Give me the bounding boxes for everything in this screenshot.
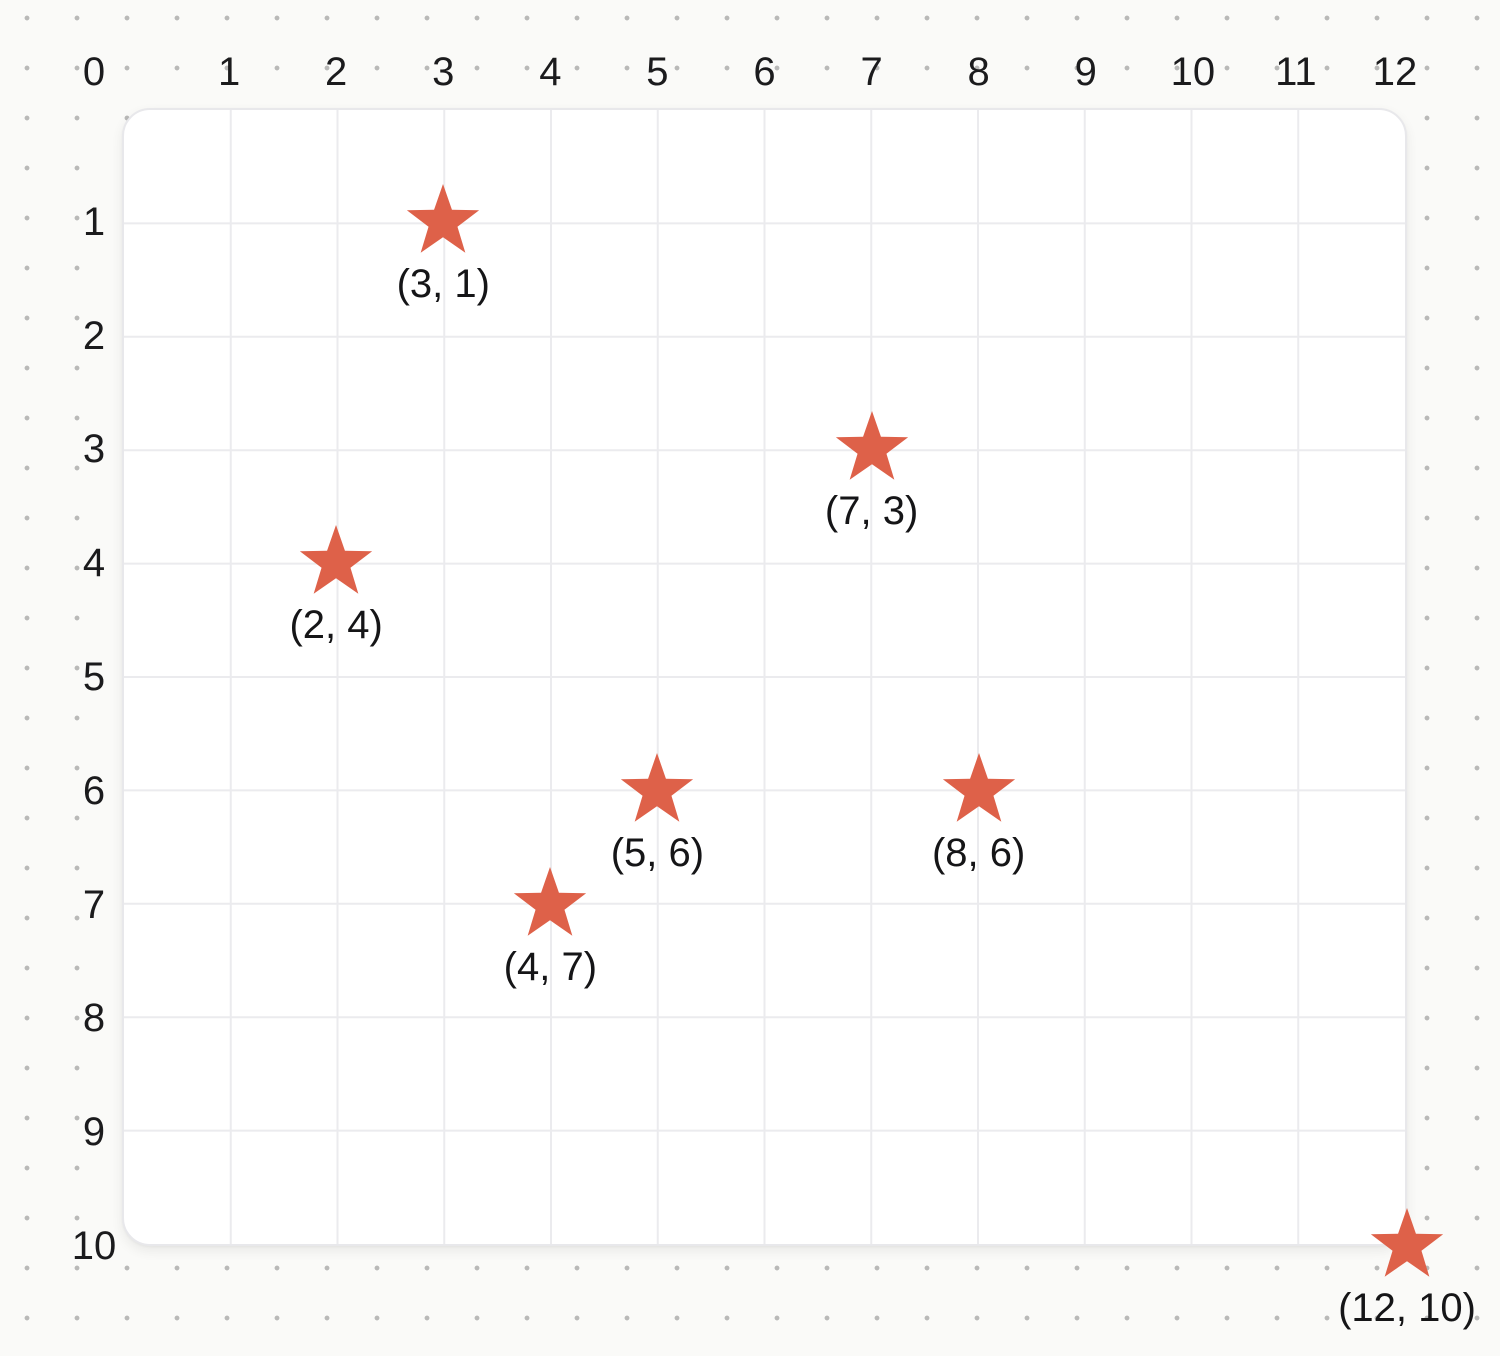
x-tick-label: 10 (1170, 50, 1216, 94)
point-label: (4, 7) (503, 944, 598, 989)
y-tick-label: 7 (82, 882, 106, 927)
point-label: (2, 4) (289, 603, 383, 648)
x-tick-label: 9 (1074, 50, 1097, 94)
x-tick-label: 6 (753, 50, 776, 94)
point-label: (12, 10) (1338, 1286, 1476, 1330)
point-label: (8, 6) (931, 830, 1026, 875)
y-tick-label: 1 (82, 199, 106, 244)
x-tick-label: 3 (432, 50, 455, 94)
point-label: (7, 3) (824, 489, 919, 534)
point-label: (3, 1) (396, 261, 490, 306)
x-tick-label: 1 (217, 50, 241, 94)
star-marker[interactable] (403, 182, 483, 262)
x-tick-label: 5 (646, 50, 669, 94)
x-tick-label: 7 (860, 50, 883, 94)
star-marker[interactable] (1367, 1206, 1447, 1286)
x-tick-label: 8 (967, 50, 990, 94)
y-tick-label: 6 (82, 768, 106, 813)
y-tick-label: 3 (82, 427, 106, 472)
point-label: (5, 6) (610, 830, 705, 875)
x-tick-label: 2 (325, 50, 348, 94)
gridlines (124, 110, 1405, 1244)
y-tick-label: 10 (71, 1224, 117, 1268)
star-marker[interactable] (617, 751, 697, 831)
star-marker[interactable] (510, 865, 590, 945)
star-marker[interactable] (296, 523, 376, 603)
x-tick-label: 4 (539, 50, 562, 94)
y-tick-label: 4 (82, 541, 106, 586)
y-tick-label: 9 (82, 1110, 106, 1155)
star-marker[interactable] (832, 409, 912, 489)
y-tick-label: 5 (82, 655, 106, 699)
x-tick-label: 0 (82, 50, 106, 94)
coordinate-grid[interactable] (122, 108, 1407, 1246)
y-tick-label: 2 (82, 313, 106, 358)
x-tick-label: 12 (1372, 50, 1418, 94)
x-tick-label: 11 (1275, 50, 1317, 94)
y-tick-label: 8 (82, 996, 106, 1041)
star-marker[interactable] (939, 751, 1019, 831)
